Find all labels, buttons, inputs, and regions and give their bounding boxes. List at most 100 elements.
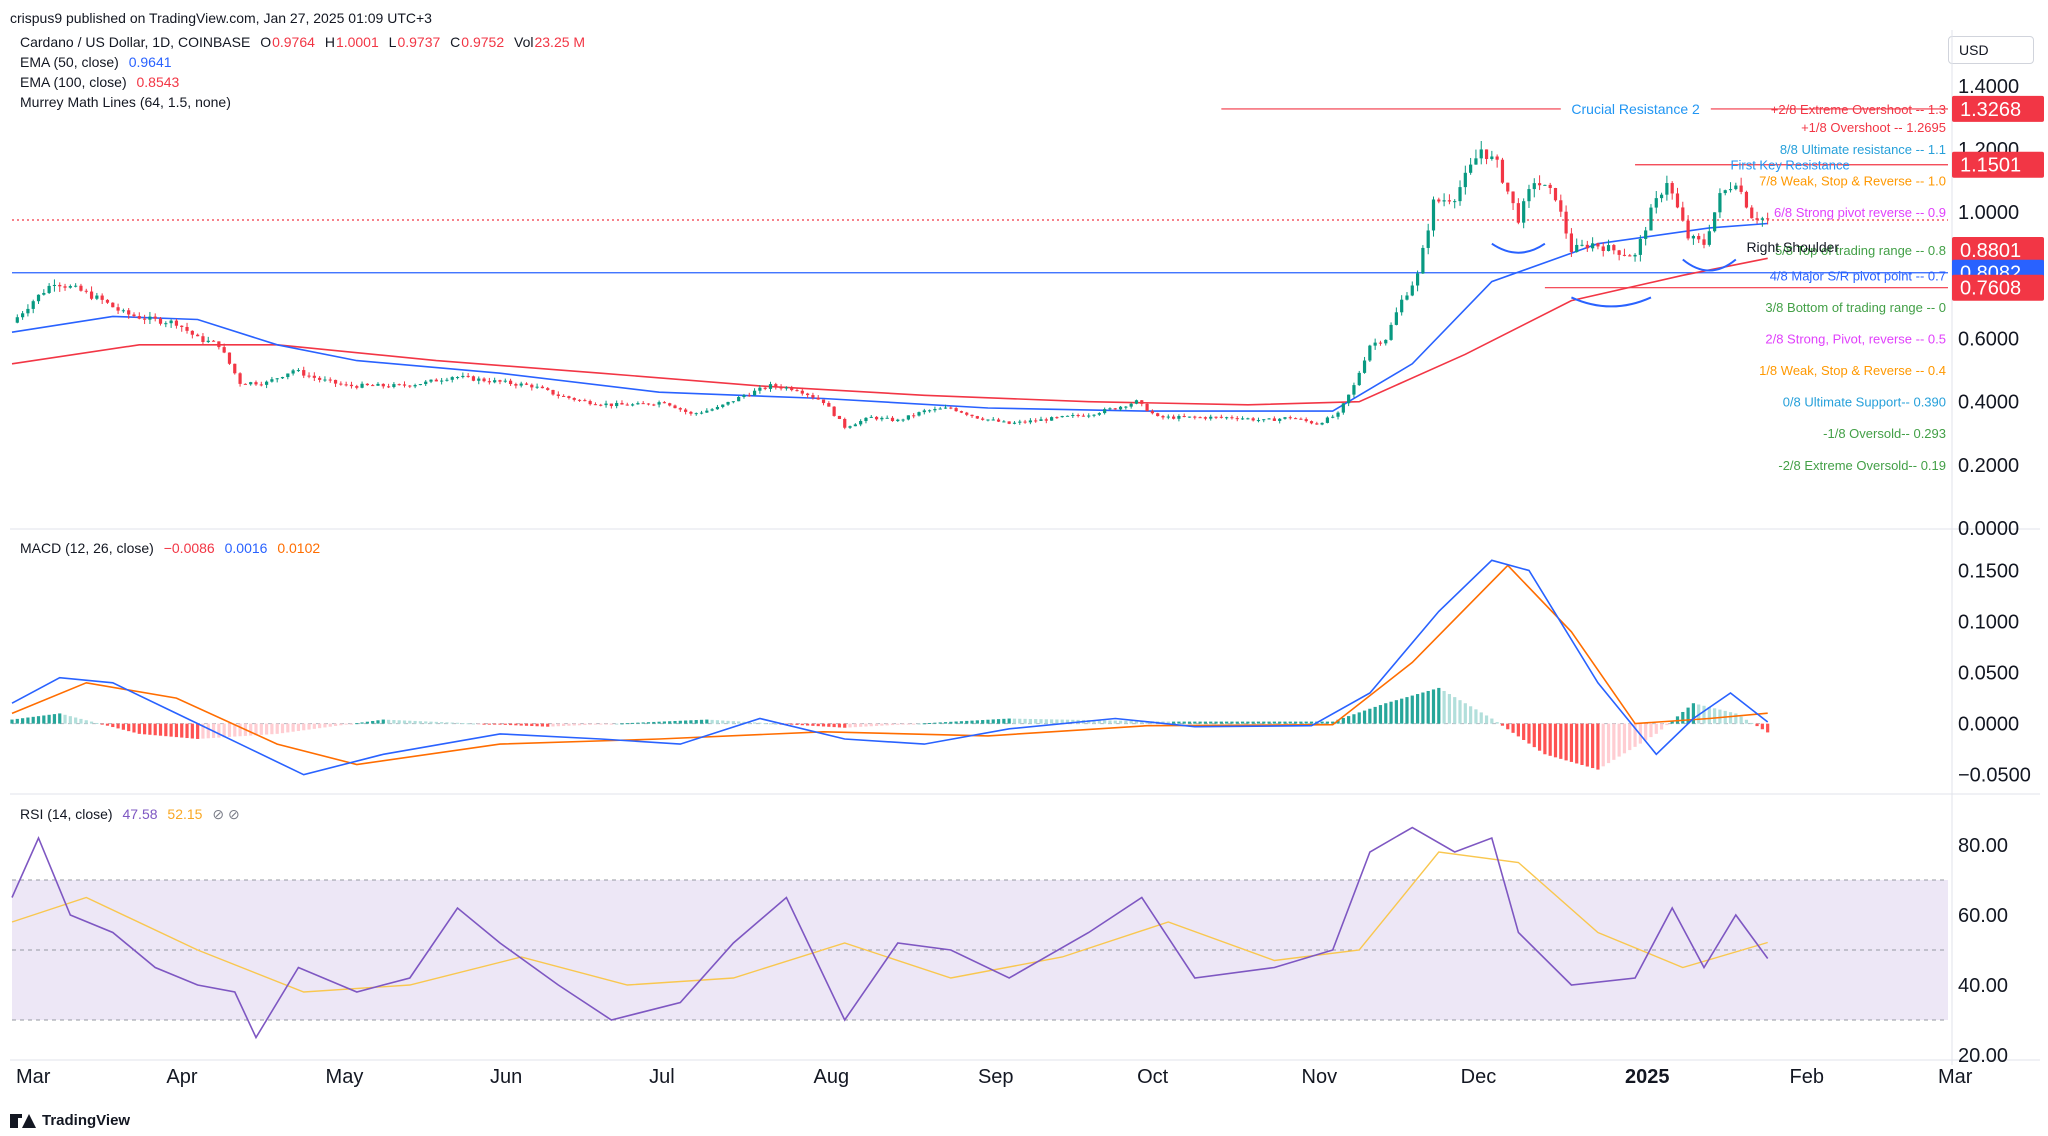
macd-hist-bar	[137, 723, 141, 734]
macd-hist-bar	[158, 723, 163, 736]
candle-body	[1251, 418, 1255, 421]
time-axis-tick[interactable]: Jun	[490, 1066, 522, 1088]
macd-hist-bar	[1463, 703, 1467, 724]
candle-body	[355, 386, 359, 388]
candle-body	[742, 395, 746, 397]
candle-body	[859, 421, 863, 425]
macd-hist-bar	[1527, 723, 1531, 744]
rsi-axis-tick[interactable]: 60.00	[1958, 905, 2008, 927]
macd-hist-bar	[1548, 723, 1552, 756]
time-axis-tick[interactable]: Mar	[16, 1066, 51, 1088]
price-axis-tick[interactable]: 0.0000	[1958, 518, 2019, 540]
time-axis-tick[interactable]: Apr	[166, 1066, 197, 1088]
crucial-resistance-label[interactable]: Crucial Resistance 2	[1571, 101, 1700, 117]
candle-body	[450, 377, 454, 380]
time-axis-tick[interactable]: Mar	[1938, 1066, 1973, 1088]
macd-hist-bar	[477, 723, 481, 725]
macd-axis-tick[interactable]: 0.0500	[1958, 663, 2019, 685]
candle-body	[180, 325, 184, 327]
candle-body	[1585, 244, 1589, 249]
currency-button[interactable]: USD	[1948, 36, 2034, 64]
macd-hist-bar	[1532, 723, 1536, 748]
time-axis-tick[interactable]: 2025	[1625, 1066, 1670, 1088]
price-axis-tick[interactable]: 0.2000	[1958, 455, 2019, 477]
macd-hist-bar	[1612, 723, 1616, 760]
macd-hist-bar	[275, 723, 279, 734]
price-axis-tick[interactable]: 1.0000	[1958, 202, 2019, 224]
candle-body	[991, 419, 995, 421]
right-shoulder-label[interactable]: Right Shoulder	[1746, 239, 1839, 255]
price-tag[interactable]	[1952, 151, 2044, 178]
candle-body	[604, 403, 608, 406]
macd-axis-tick[interactable]: 0.0000	[1958, 714, 2019, 736]
rsi-axis-tick[interactable]: 40.00	[1958, 975, 2008, 997]
macd-hist-bar	[1256, 721, 1261, 724]
price-axis-tick[interactable]: 1.4000	[1958, 76, 2019, 98]
candle-body	[1559, 200, 1563, 212]
rsi-hidden-icon[interactable]: ⊘ ⊘	[212, 806, 240, 822]
time-axis-tick[interactable]: Dec	[1461, 1066, 1497, 1088]
first-key-resistance-label[interactable]: First Key Resistance	[1731, 158, 1850, 173]
macd-axis-tick[interactable]: −0.0500	[1958, 765, 2031, 787]
macd-hist-bar	[503, 723, 507, 725]
pattern-arc[interactable]	[1570, 296, 1652, 308]
price-axis-tick[interactable]: 0.4000	[1958, 392, 2019, 414]
candle-body	[662, 402, 667, 404]
time-axis-tick[interactable]: Aug	[814, 1066, 850, 1088]
candle-body	[1246, 418, 1250, 420]
price-tag[interactable]	[1952, 237, 2044, 264]
candle-body	[434, 379, 438, 382]
time-axis-tick[interactable]: Oct	[1137, 1066, 1169, 1088]
price-axis-tick[interactable]: 0.6000	[1958, 328, 2019, 350]
candle-body	[1617, 250, 1621, 255]
macd-hist-bar	[790, 723, 794, 725]
macd-hist-bar	[1389, 701, 1393, 724]
macd-hist-bar	[588, 723, 592, 725]
macd-hist-bar	[1665, 723, 1669, 726]
candles-group	[15, 140, 1770, 430]
macd-legend[interactable]: MACD (12, 26, close) −0.0086 0.0016 0.01…	[20, 540, 326, 556]
pattern-arc[interactable]	[1682, 258, 1737, 272]
macd-hist-bar	[689, 720, 693, 724]
macd-hist-bar	[954, 721, 958, 724]
murrey-legend[interactable]: Murrey Math Lines (64, 1.5, none)	[20, 94, 237, 110]
macd-axis-tick[interactable]: 0.1500	[1958, 561, 2019, 583]
candle-body	[58, 284, 62, 287]
macd-axis-tick[interactable]: 0.1000	[1958, 612, 2019, 634]
macd-hist-bar	[1410, 695, 1414, 724]
macd-hist-bar	[482, 723, 486, 725]
candle-body	[1760, 218, 1764, 220]
ema50-value: 0.9641	[128, 54, 172, 70]
candle-body	[853, 424, 857, 427]
macd-hist-bar	[731, 721, 735, 724]
ema50-legend[interactable]: EMA (50, close) 0.9641	[20, 54, 178, 70]
price-tag[interactable]	[1952, 95, 2044, 122]
rsi-axis-tick[interactable]: 80.00	[1958, 835, 2008, 857]
candle-body	[1325, 417, 1330, 423]
macd-hist-bar	[859, 723, 863, 727]
macd-hist-bar	[328, 723, 332, 727]
candle-body	[1718, 193, 1722, 213]
candle-body	[890, 417, 895, 422]
murrey-level-label: 8/8 Ultimate resistance -- 1.1	[1780, 142, 1946, 157]
macd-hist-bar	[36, 716, 41, 724]
pattern-arc[interactable]	[1491, 242, 1546, 254]
candle-body	[583, 400, 587, 402]
rsi-legend[interactable]: RSI (14, close) 47.58 52.15 ⊘ ⊘	[20, 806, 246, 823]
candle-body	[1352, 385, 1356, 395]
time-axis-tick[interactable]: Jul	[649, 1066, 675, 1088]
macd-hist-bar	[1097, 720, 1101, 724]
ema100-legend[interactable]: EMA (100, close) 0.8543	[20, 74, 185, 90]
time-axis-tick[interactable]: May	[326, 1066, 364, 1088]
time-axis-tick[interactable]: Nov	[1302, 1066, 1338, 1088]
rsi-axis-tick[interactable]: 20.00	[1958, 1045, 2008, 1067]
candle-body	[1092, 414, 1096, 416]
macd-hist-bar	[1288, 721, 1292, 724]
price-tag[interactable]	[1952, 274, 2044, 301]
time-axis-tick[interactable]: Feb	[1789, 1066, 1823, 1088]
candle-body	[1654, 198, 1658, 208]
time-axis-tick[interactable]: Sep	[978, 1066, 1014, 1088]
macd-hist-bar	[975, 720, 979, 724]
candle-body	[1309, 421, 1314, 424]
